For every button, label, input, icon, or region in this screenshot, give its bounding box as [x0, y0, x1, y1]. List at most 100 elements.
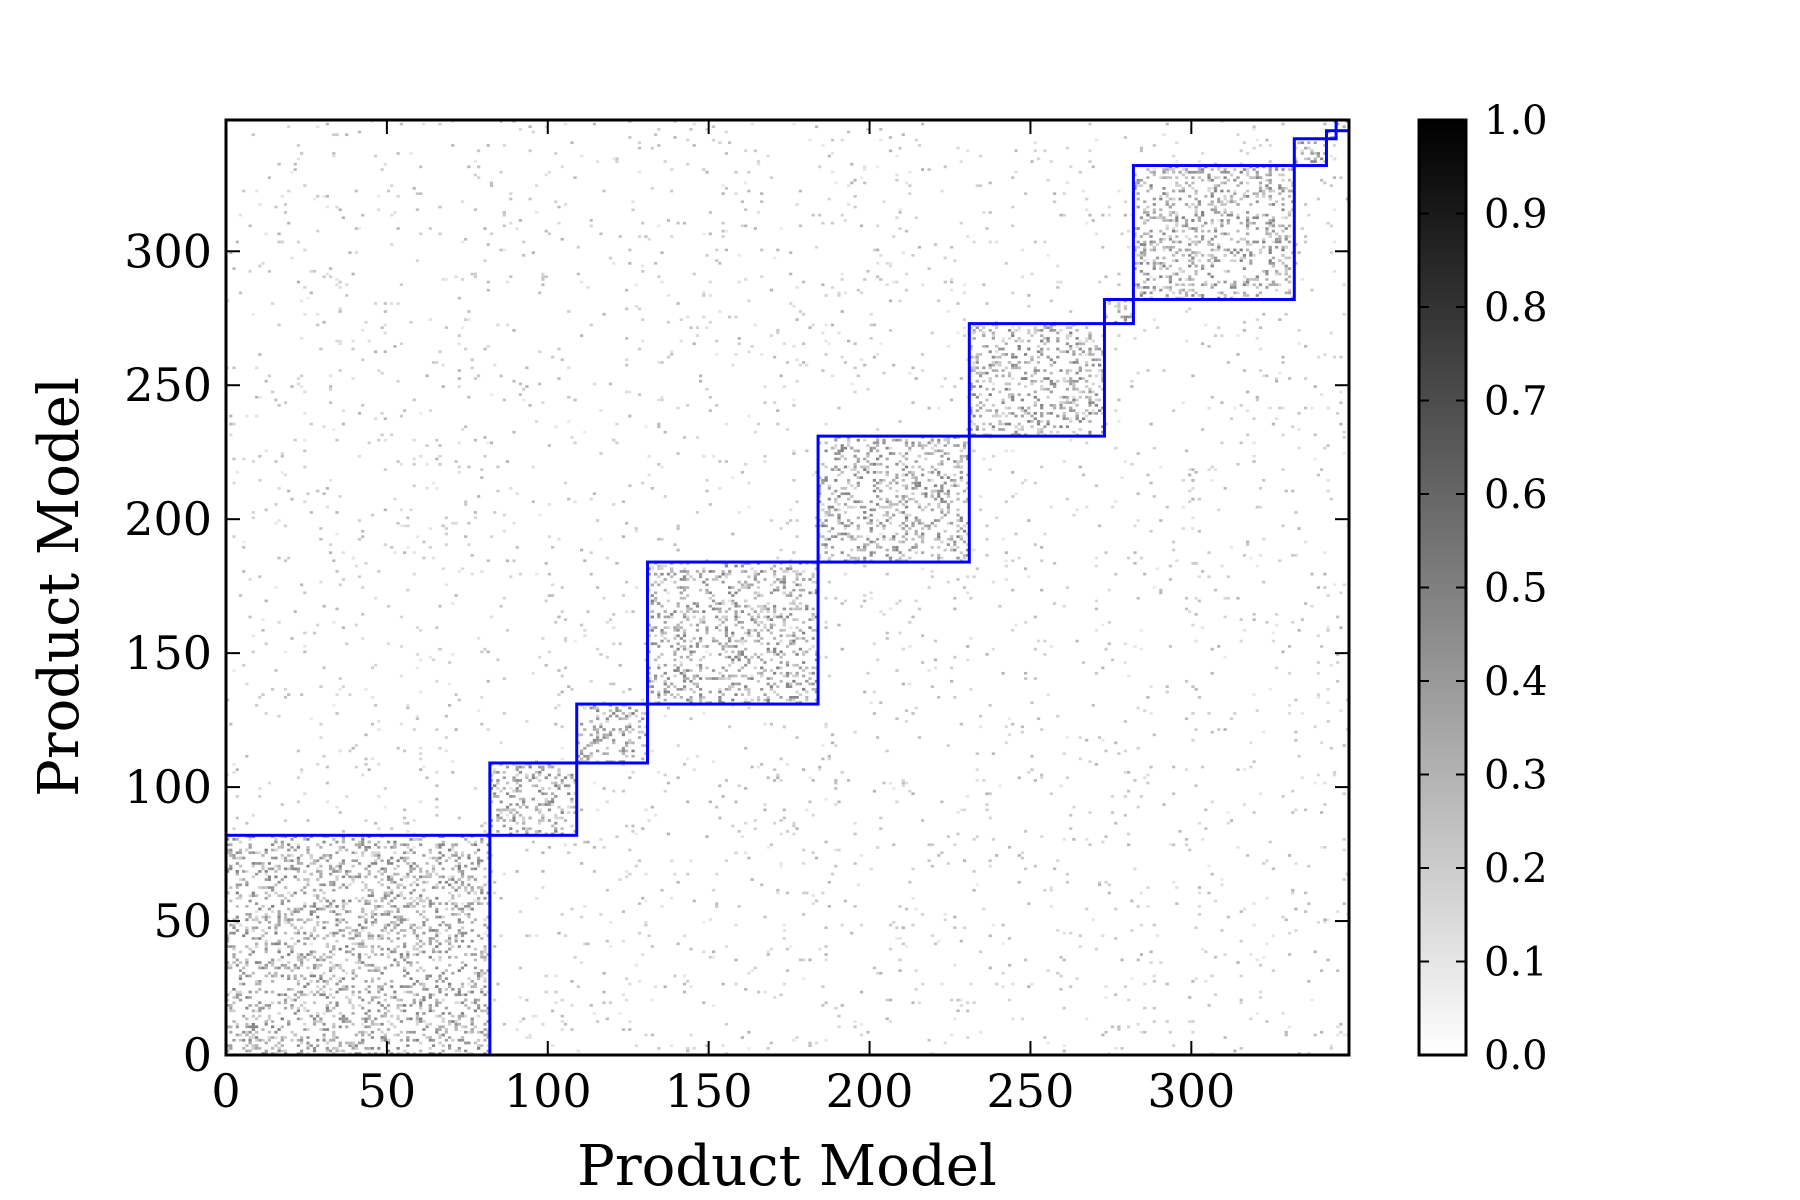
heatmap-cell — [1075, 358, 1079, 362]
heatmap-cell — [229, 848, 233, 852]
heatmap-cell — [390, 963, 394, 967]
heatmap-cell — [357, 899, 362, 903]
heatmap-cell — [853, 468, 857, 471]
heatmap-cell — [444, 880, 449, 884]
heatmap-cell — [911, 473, 915, 477]
heatmap-cell — [1094, 412, 1099, 415]
heatmap-cell — [370, 1047, 375, 1050]
heatmap-cell — [779, 696, 783, 699]
heatmap-cell — [1223, 168, 1227, 171]
heatmap-cell — [1268, 248, 1272, 252]
heatmap-cell — [769, 567, 774, 571]
heatmap-cell — [1088, 331, 1092, 335]
heatmap-cell — [1007, 395, 1012, 399]
heatmap-cell — [914, 516, 918, 520]
heatmap-cell — [776, 578, 780, 581]
heatmap-cell — [946, 503, 951, 506]
heatmap-cell — [602, 736, 606, 739]
heatmap-cell — [1036, 350, 1041, 354]
heatmap-cell — [599, 725, 603, 729]
heatmap-cell — [251, 1028, 255, 1031]
heatmap-cell — [374, 913, 378, 916]
heatmap-cell — [422, 905, 426, 908]
heatmap-cell — [1275, 245, 1279, 249]
heatmap-cell — [235, 996, 239, 999]
heatmap-cell — [660, 564, 664, 568]
heatmap-cell — [789, 607, 793, 611]
heatmap-cell — [1316, 152, 1321, 155]
heatmap-cell — [435, 998, 439, 1002]
heatmap-cell — [403, 851, 407, 855]
heatmap-cell — [1062, 377, 1066, 380]
heatmap-cell — [933, 497, 938, 501]
heatmap-cell — [612, 728, 616, 731]
heatmap-cell — [1271, 240, 1276, 244]
heatmap-cell — [383, 894, 387, 897]
heatmap-cell — [589, 744, 593, 747]
heatmap-cell — [329, 988, 333, 991]
heatmap-cell — [480, 974, 484, 978]
heatmap-cell — [863, 543, 867, 546]
heatmap-cell — [319, 899, 323, 903]
heatmap-cell — [431, 937, 436, 940]
heatmap-cell — [924, 457, 928, 461]
heatmap-cell — [238, 993, 243, 997]
heatmap-cell — [431, 1038, 436, 1042]
heatmap-cell — [744, 674, 748, 678]
heatmap-cell — [879, 505, 883, 509]
heatmap-cell — [1162, 192, 1166, 195]
heatmap-cell — [618, 717, 622, 721]
heatmap-cell — [570, 805, 574, 809]
heatmap-cell — [293, 875, 297, 879]
heatmap-cell — [242, 1038, 246, 1042]
heatmap-cell — [470, 1001, 474, 1005]
heatmap-cell — [657, 615, 661, 619]
heatmap-cell — [721, 674, 725, 678]
heatmap-cell — [596, 736, 600, 739]
heatmap-cell — [789, 671, 793, 675]
heatmap-cell — [863, 457, 867, 461]
heatmap-cell — [998, 422, 1002, 426]
heatmap-cell — [329, 856, 333, 860]
heatmap-cell — [718, 696, 722, 699]
heatmap-cell — [782, 607, 786, 611]
heatmap-cell — [467, 990, 471, 994]
heatmap-cell — [686, 578, 690, 581]
heatmap-cell — [383, 910, 387, 913]
heatmap-cell — [676, 693, 680, 696]
heatmap-cell — [486, 926, 490, 930]
heatmap-cell — [1136, 283, 1140, 287]
heatmap-cell — [1313, 141, 1317, 145]
heatmap-cell — [863, 546, 867, 549]
heatmap-cell — [425, 1036, 429, 1039]
heatmap-cell — [409, 848, 413, 852]
heatmap-cell — [367, 1009, 371, 1013]
heatmap-cell — [448, 1047, 452, 1050]
heatmap-cell — [483, 945, 487, 948]
heatmap-cell — [657, 645, 661, 648]
heatmap-cell — [1178, 197, 1182, 201]
heatmap-cell — [348, 926, 352, 930]
heatmap-cell — [502, 824, 506, 828]
heatmap-cell — [422, 915, 426, 919]
heatmap-cell — [480, 838, 484, 841]
heatmap-cell — [699, 637, 703, 640]
heatmap-cell — [1320, 157, 1324, 161]
heatmap-cell — [1078, 369, 1082, 372]
heatmap-cell — [670, 693, 674, 696]
heatmap-cell — [467, 913, 471, 916]
heatmap-cell — [911, 481, 915, 485]
heatmap-cell — [451, 902, 455, 905]
heatmap-cell — [309, 918, 313, 922]
heatmap-cell — [824, 524, 828, 528]
heatmap-cell — [654, 674, 658, 678]
heatmap-cell — [1278, 283, 1282, 287]
heatmap-cell — [370, 963, 375, 967]
heatmap-cell — [1072, 361, 1076, 364]
heatmap-cell — [917, 535, 922, 538]
heatmap-cell — [856, 524, 860, 528]
heatmap-cell — [415, 953, 420, 956]
heatmap-cell — [1049, 379, 1053, 383]
heatmap-cell — [1053, 382, 1057, 386]
heatmap-cell — [621, 712, 626, 715]
